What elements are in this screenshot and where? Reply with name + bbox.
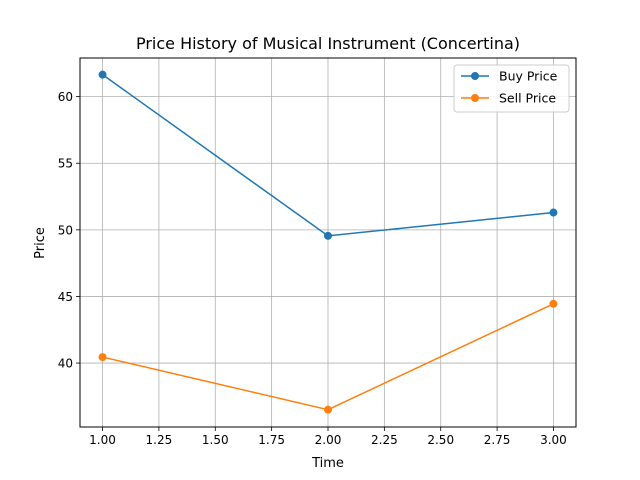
series-layer bbox=[98, 70, 558, 414]
grid bbox=[80, 58, 576, 427]
x-tick-label: 2.00 bbox=[315, 433, 342, 447]
sell-price-series bbox=[98, 299, 558, 414]
legend-marker-sell-price bbox=[471, 94, 479, 102]
sell-price-point bbox=[549, 299, 558, 308]
x-axis-label: Time bbox=[311, 456, 344, 471]
legend-marker-buy-price bbox=[471, 72, 479, 80]
x-axis-ticks: 1.00 1.25 1.50 1.75 2.00 2.25 2.50 2.75 3.00 bbox=[89, 427, 567, 447]
y-tick-label: 50 bbox=[58, 223, 73, 237]
sell-price-point bbox=[98, 353, 107, 362]
sell-price-point bbox=[324, 405, 332, 414]
y-axis-label: Price bbox=[33, 227, 48, 259]
x-tick-label: 2.50 bbox=[427, 433, 454, 447]
x-tick-label: 2.25 bbox=[371, 433, 398, 447]
legend-label-sell-price: Sell Price bbox=[499, 91, 556, 106]
x-tick-label: 1.00 bbox=[89, 433, 116, 447]
buy-price-point bbox=[98, 70, 107, 79]
legend: Buy Price Sell Price bbox=[453, 64, 570, 113]
chart-title: Price History of Musical Instrument (Con… bbox=[136, 34, 520, 53]
x-tick-label: 3.00 bbox=[540, 433, 567, 447]
x-tick-label: 1.25 bbox=[146, 433, 173, 447]
x-tick-label: 1.75 bbox=[258, 433, 285, 447]
x-tick-label: 1.50 bbox=[202, 433, 229, 447]
x-tick-label: 2.75 bbox=[484, 433, 511, 447]
buy-price-point bbox=[549, 208, 558, 217]
buy-price-series bbox=[98, 70, 558, 240]
y-tick-label: 45 bbox=[58, 290, 73, 304]
y-axis-ticks: 40 45 50 55 60 bbox=[58, 90, 80, 371]
y-tick-label: 60 bbox=[58, 90, 73, 104]
y-tick-label: 40 bbox=[58, 357, 73, 371]
legend-label-buy-price: Buy Price bbox=[499, 69, 558, 84]
y-tick-label: 55 bbox=[58, 157, 73, 171]
buy-price-point bbox=[324, 231, 332, 240]
